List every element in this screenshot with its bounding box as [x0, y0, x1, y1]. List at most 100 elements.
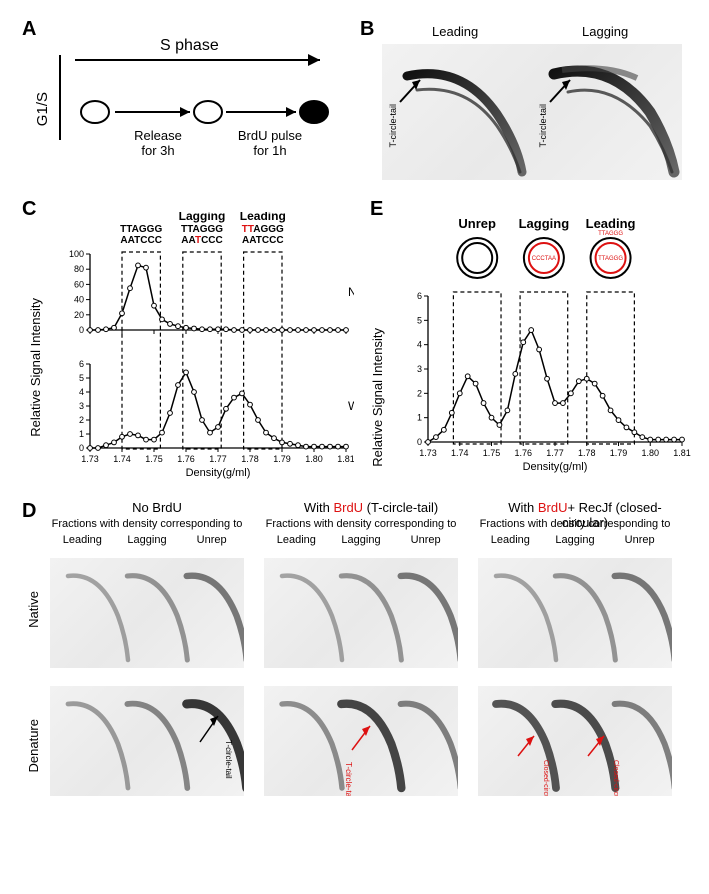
svg-text:Leading: Leading — [240, 212, 286, 223]
svg-text:1.75: 1.75 — [483, 448, 501, 458]
svg-text:Lagging: Lagging — [179, 212, 226, 223]
svg-text:Closed-circular: Closed-circular — [612, 760, 619, 796]
d-row-0: Native — [26, 591, 41, 628]
d-gel-1-1: T-circle-tail — [264, 686, 458, 796]
panel-label-e: E — [370, 198, 383, 221]
chart-e: 01234561.731.741.751.761.771.781.791.801… — [386, 210, 692, 478]
svg-text:40: 40 — [74, 295, 84, 305]
svg-text:3: 3 — [79, 401, 84, 411]
svg-text:Closed-circular: Closed-circular — [542, 760, 549, 796]
tcircle-tail-b1: T-circle-tail — [388, 104, 398, 148]
svg-text:AATCCC: AATCCC — [242, 235, 284, 246]
leading-label-b: Leading — [432, 24, 478, 39]
ylabel-e: Relative Signal Intensity — [370, 328, 385, 467]
d-row-1: Denature — [26, 719, 41, 772]
brdu-pulse-label: BrdU pulsefor 1h — [225, 128, 315, 158]
panel-label-d: D — [22, 500, 36, 523]
svg-text:T-circle-tail: T-circle-tail — [344, 762, 353, 796]
d-lane-2-2: Unrep — [607, 534, 672, 546]
svg-text:1.76: 1.76 — [514, 448, 532, 458]
svg-text:4: 4 — [417, 340, 422, 350]
svg-text:1.75: 1.75 — [145, 454, 163, 464]
d-subhead-0: Fractions with density corresponding to — [50, 518, 244, 530]
svg-text:1.80: 1.80 — [305, 454, 323, 464]
svg-text:0: 0 — [417, 437, 422, 447]
d-lane-2-1: Lagging — [543, 534, 608, 546]
svg-text:4: 4 — [79, 387, 84, 397]
panel-label-b: B — [360, 18, 374, 41]
svg-text:2: 2 — [79, 415, 84, 425]
panel-c-wrap: TTAGGGAATCCCTTAGGGAATCCCLaggingTTAGGGAAT… — [48, 212, 354, 480]
release-label: Releasefor 3h — [118, 128, 198, 158]
svg-text:6: 6 — [417, 291, 422, 301]
d-lane-1-0: Leading — [264, 534, 329, 546]
gel-b — [382, 44, 682, 180]
svg-text:1.74: 1.74 — [113, 454, 131, 464]
d-col-title-1: With BrdU (T-circle-tail) — [291, 500, 451, 515]
d-lane-0-1: Lagging — [115, 534, 180, 546]
svg-text:AATCCC: AATCCC — [181, 235, 223, 246]
svg-text:2: 2 — [417, 388, 422, 398]
svg-text:With BrdU: With BrdU — [348, 399, 354, 413]
svg-text:6: 6 — [79, 359, 84, 369]
d-lane-1-2: Unrep — [393, 534, 458, 546]
d-subhead-1: Fractions with density corresponding to — [264, 518, 458, 530]
d-lane-0-2: Unrep — [179, 534, 244, 546]
svg-text:Density(g/ml): Density(g/ml) — [523, 461, 588, 473]
d-gel-1-0: T-circle-tail — [50, 686, 244, 796]
svg-text:Lagging: Lagging — [519, 216, 570, 231]
sphase-label: S phase — [160, 37, 219, 55]
panel-d-wrap: No BrdU Fractions with density correspond… — [40, 500, 690, 814]
svg-text:1.81: 1.81 — [337, 454, 354, 464]
chart-c: TTAGGGAATCCCTTAGGGAATCCCLaggingTTAGGGAAT… — [48, 212, 354, 480]
panel-label-c: C — [22, 198, 36, 221]
d-col-title-0: No BrdU — [77, 500, 237, 515]
panel-label-a: A — [22, 18, 36, 41]
svg-text:1.77: 1.77 — [546, 448, 564, 458]
svg-text:1.74: 1.74 — [451, 448, 469, 458]
svg-text:Leading: Leading — [586, 216, 636, 231]
svg-text:0: 0 — [79, 443, 84, 453]
svg-text:100: 100 — [69, 249, 84, 259]
d-lane-2-0: Leading — [478, 534, 543, 546]
svg-text:1.73: 1.73 — [81, 454, 99, 464]
gel-b-arcs — [382, 44, 682, 180]
d-gel-0-2 — [478, 558, 672, 668]
svg-text:80: 80 — [74, 264, 84, 274]
ylabel-c: Relative Signal Intensity — [28, 298, 43, 437]
d-gel-1-2: Closed-circular Closed-circular — [478, 686, 672, 796]
svg-text:0: 0 — [79, 325, 84, 335]
svg-text:1.79: 1.79 — [273, 454, 291, 464]
svg-text:1.77: 1.77 — [209, 454, 227, 464]
svg-text:1.81: 1.81 — [673, 448, 691, 458]
g1s-label: G1/S — [34, 92, 51, 126]
d-subhead-2: Fractions with density corresponding to — [478, 518, 672, 530]
svg-text:CCCTAA: CCCTAA — [532, 256, 556, 262]
svg-text:1: 1 — [417, 413, 422, 423]
svg-text:T-circle-tail: T-circle-tail — [224, 740, 233, 779]
svg-text:TTAGGG: TTAGGG — [120, 224, 162, 235]
svg-text:1: 1 — [79, 429, 84, 439]
svg-text:1.79: 1.79 — [610, 448, 628, 458]
figure-root: A G1/S S phase Releasefor 3h BrdU pulsef… — [0, 0, 709, 894]
svg-text:60: 60 — [74, 279, 84, 289]
svg-text:TTAGGG: TTAGGG — [181, 224, 223, 235]
svg-text:TTAGGG: TTAGGG — [242, 224, 284, 235]
svg-text:3: 3 — [417, 364, 422, 374]
d-lane-0-0: Leading — [50, 534, 115, 546]
svg-text:1.78: 1.78 — [241, 454, 259, 464]
d-gel-0-0 — [50, 558, 244, 668]
d-lane-1-1: Lagging — [329, 534, 394, 546]
svg-text:No BrdU: No BrdU — [348, 285, 354, 299]
svg-text:Unrep: Unrep — [458, 216, 496, 231]
svg-text:1.78: 1.78 — [578, 448, 596, 458]
panel-e-wrap: 01234561.731.741.751.761.771.781.791.801… — [386, 210, 692, 478]
tcircle-tail-b2: T-circle-tail — [538, 104, 548, 148]
svg-text:AATCCC: AATCCC — [120, 235, 162, 246]
lagging-label-b: Lagging — [582, 24, 628, 39]
svg-text:1.80: 1.80 — [641, 448, 659, 458]
svg-text:1.76: 1.76 — [177, 454, 195, 464]
svg-text:1.73: 1.73 — [419, 448, 437, 458]
svg-text:TTAGGG: TTAGGG — [598, 256, 623, 262]
svg-text:20: 20 — [74, 310, 84, 320]
